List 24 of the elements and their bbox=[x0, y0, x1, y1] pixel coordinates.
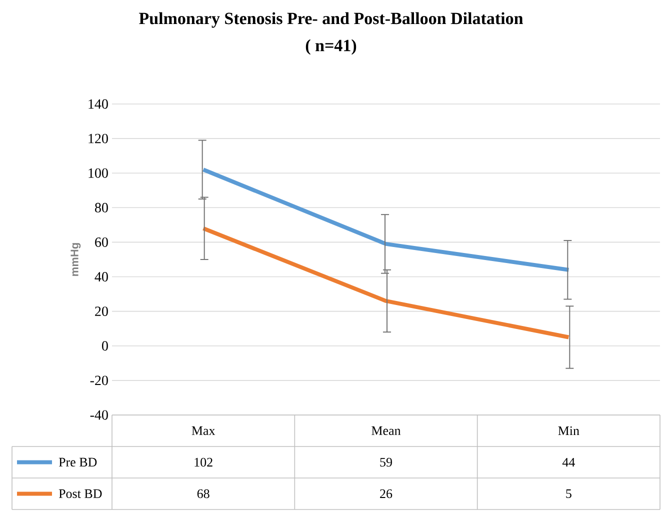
y-tick-label: 100 bbox=[88, 168, 108, 178]
y-tick-label: 80 bbox=[95, 202, 108, 212]
chart-subtitle: ( n=41) bbox=[306, 39, 356, 55]
y-tick-label: 120 bbox=[88, 134, 108, 144]
data-label: 44 bbox=[562, 458, 575, 467]
data-label: 102 bbox=[194, 458, 212, 467]
legend-label: Pre BD bbox=[58, 458, 97, 467]
y-tick-label: 0 bbox=[102, 341, 108, 351]
data-label: 5 bbox=[566, 489, 572, 498]
y-tick-label: 140 bbox=[88, 99, 108, 109]
data-label: 26 bbox=[380, 489, 392, 498]
y-axis-title: mmHg bbox=[70, 243, 81, 276]
data-label: 68 bbox=[197, 489, 210, 498]
y-tick-label: -20 bbox=[90, 376, 108, 386]
x-tick-label: Mean bbox=[372, 426, 401, 436]
x-tick-label: Min bbox=[558, 426, 580, 436]
x-tick-label: Max bbox=[192, 426, 216, 436]
legend-label: Post BD bbox=[58, 489, 102, 498]
y-tick-label: -40 bbox=[90, 410, 108, 420]
y-tick-label: 20 bbox=[95, 306, 108, 316]
chart-title: Pulmonary Stenosis Pre- and Post-Balloon Dilatation bbox=[139, 12, 524, 28]
data-label: 59 bbox=[380, 458, 392, 467]
y-tick-label: 60 bbox=[95, 237, 108, 247]
y-tick-label: 40 bbox=[94, 272, 108, 282]
